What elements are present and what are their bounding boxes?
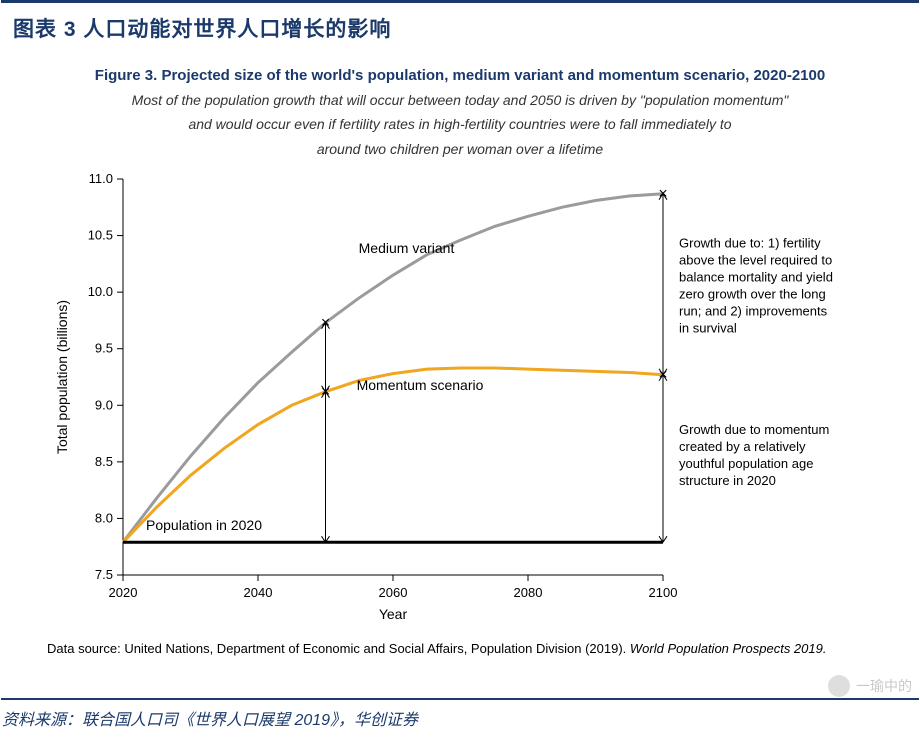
svg-text:2020: 2020 [109, 585, 138, 600]
svg-text:10.0: 10.0 [88, 284, 113, 299]
svg-text:run; and 2) improvements: run; and 2) improvements [679, 303, 828, 318]
svg-text:2100: 2100 [649, 585, 678, 600]
svg-text:zero growth over the long: zero growth over the long [679, 286, 826, 301]
cn-title: 图表 3 人口动能对世界人口增长的影响 [1, 3, 919, 51]
svg-text:×: × [658, 367, 667, 384]
svg-text:7.5: 7.5 [95, 567, 113, 582]
svg-text:Year: Year [379, 606, 408, 622]
svg-text:in survival: in survival [679, 320, 737, 335]
data-source: Data source: United Nations, Department … [1, 637, 919, 656]
svg-text:balance mortality and yield: balance mortality and yield [679, 269, 833, 284]
svg-text:2060: 2060 [379, 585, 408, 600]
svg-text:youthful population age: youthful population age [679, 456, 813, 471]
svg-text:structure in 2020: structure in 2020 [679, 473, 776, 488]
svg-text:×: × [321, 384, 330, 401]
watermark: 一瑜中的 [828, 675, 912, 697]
svg-text:Total population (billions): Total population (billions) [54, 300, 70, 454]
svg-text:Momentum scenario: Momentum scenario [357, 377, 484, 393]
svg-text:11.0: 11.0 [89, 171, 113, 186]
svg-text:created by a relatively: created by a relatively [679, 439, 806, 454]
svg-text:8.0: 8.0 [95, 510, 113, 525]
svg-text:×: × [321, 315, 330, 332]
data-source-text: Data source: United Nations, Department … [47, 641, 630, 656]
svg-text:9.5: 9.5 [95, 341, 113, 356]
svg-text:×: × [658, 186, 667, 203]
chart-area: 7.5 8.0 8.5 9.0 9.5 10.0 10.5 11.0 2020 2040 2060 2… [11, 167, 891, 637]
svg-text:2040: 2040 [244, 585, 273, 600]
svg-text:2080: 2080 [514, 585, 543, 600]
figure-frame: 图表 3 人口动能对世界人口增长的影响 Figure 3. Projected … [1, 0, 919, 700]
svg-text:above the level required to: above the level required to [679, 252, 832, 267]
figure-title: Figure 3. Projected size of the world's … [1, 51, 919, 88]
cn-source: 资料来源：联合国人口司《世界人口展望 2019》，华创证券 [0, 700, 920, 736]
wechat-icon [828, 675, 850, 697]
svg-text:Growth due to: 1) fertility: Growth due to: 1) fertility [679, 235, 821, 250]
figure-subtitle-1: Most of the population growth that will … [1, 88, 919, 112]
svg-text:Population in 2020: Population in 2020 [146, 517, 262, 533]
watermark-text: 一瑜中的 [856, 676, 912, 696]
svg-text:Growth due to momentum: Growth due to momentum [679, 422, 829, 437]
figure-subtitle-3: around two children per woman over a lif… [1, 137, 919, 161]
data-source-ital: World Population Prospects 2019. [630, 641, 827, 656]
svg-text:9.0: 9.0 [95, 397, 113, 412]
svg-text:Medium variant: Medium variant [359, 240, 455, 256]
svg-text:10.5: 10.5 [88, 227, 113, 242]
figure-subtitle-2: and would occur even if fertility rates … [1, 112, 919, 136]
population-chart: 7.5 8.0 8.5 9.0 9.5 10.0 10.5 11.0 2020 2040 2060 2… [11, 167, 891, 637]
svg-text:8.5: 8.5 [95, 454, 113, 469]
